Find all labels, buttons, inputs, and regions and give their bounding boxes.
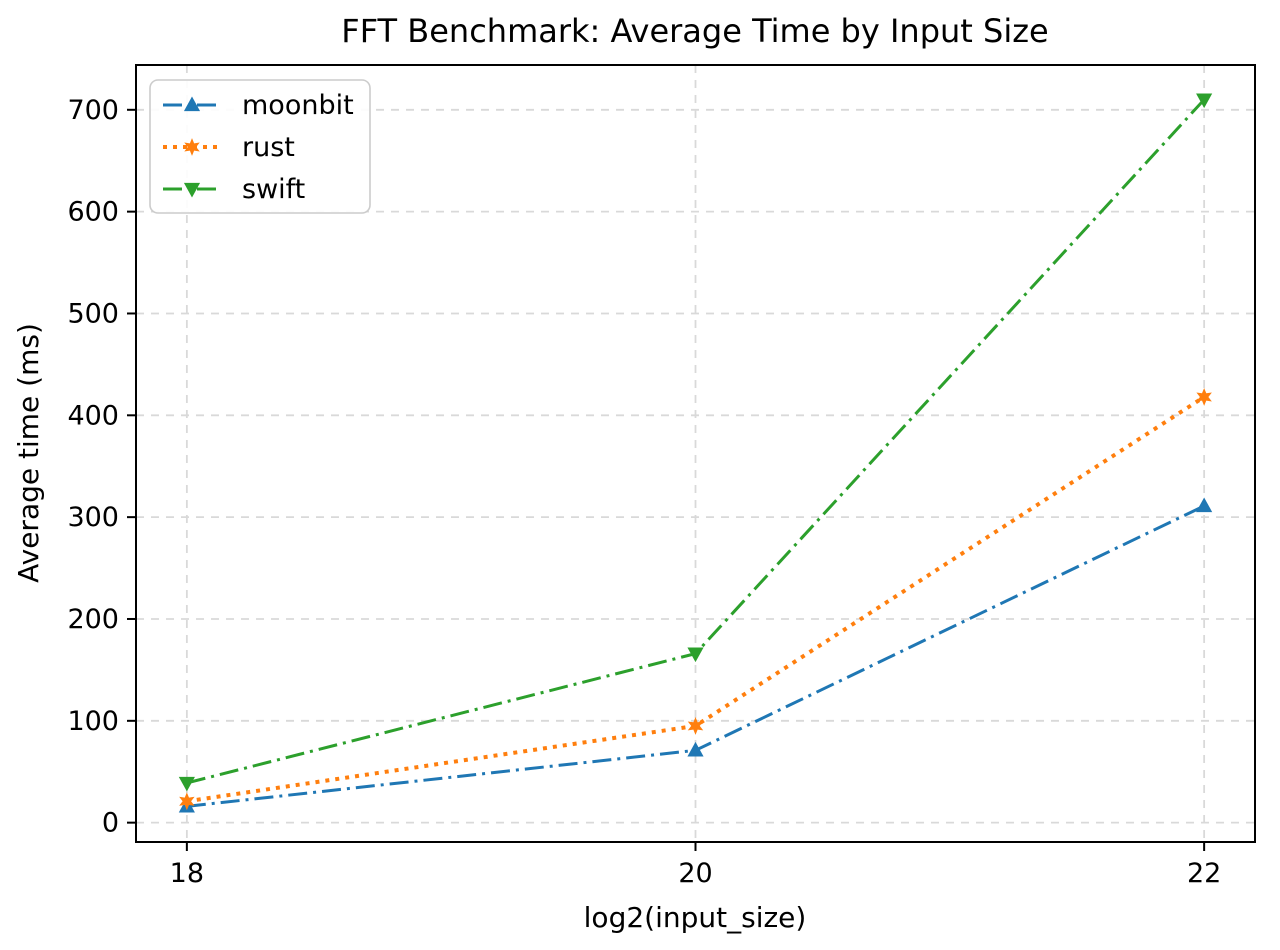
legend-layer: moonbit rust swift: [149, 79, 371, 214]
x-tick-label: 18: [170, 858, 204, 889]
marker-swift: [178, 776, 195, 792]
legend-label-swift: swift: [242, 174, 305, 205]
chart-title: FFT Benchmark: Average Time by Input Siz…: [341, 12, 1048, 50]
marker-rust: [687, 716, 704, 735]
y-tick-label: 400: [67, 400, 119, 431]
legend-marker-rust: [184, 138, 200, 156]
marker-swift: [1196, 93, 1213, 109]
legend-frame: [149, 79, 371, 214]
y-tick-label: 200: [67, 604, 119, 635]
series-layer: [178, 93, 1213, 813]
legend-item-swift: swift: [163, 174, 305, 205]
legend-item-rust: rust: [163, 132, 295, 163]
legend-marker-swift: [183, 182, 201, 198]
marker-rust: [1196, 388, 1212, 406]
grid-layer: [136, 65, 1255, 842]
marker-moonbit: [687, 741, 704, 757]
legend-marker-moonbit: [183, 96, 201, 112]
y-tick-label: 600: [67, 197, 119, 228]
series-line-rust: [186, 395, 1206, 804]
marker-moonbit: [1196, 497, 1213, 513]
y-tick-label: 500: [67, 298, 119, 329]
marker-rust: [179, 792, 195, 811]
legend-label-rust: rust: [242, 132, 295, 163]
legend-item-moonbit: moonbit: [163, 90, 354, 121]
x-tick-label: 22: [1187, 858, 1221, 889]
x-axis-label: log2(input_size): [584, 901, 807, 934]
y-tick-label: 700: [67, 95, 119, 126]
marker-swift: [687, 647, 704, 663]
y-tick-label: 300: [67, 502, 119, 533]
legend-label-moonbit: moonbit: [242, 90, 354, 121]
y-axis-label: Average time (ms): [12, 323, 45, 583]
y-tick-label: 100: [67, 706, 119, 737]
tick-layer: 18 20 22 0 100 200 300 400 500 600 700: [67, 95, 1221, 889]
x-tick-label: 20: [678, 858, 712, 889]
y-tick-label: 0: [102, 808, 119, 839]
